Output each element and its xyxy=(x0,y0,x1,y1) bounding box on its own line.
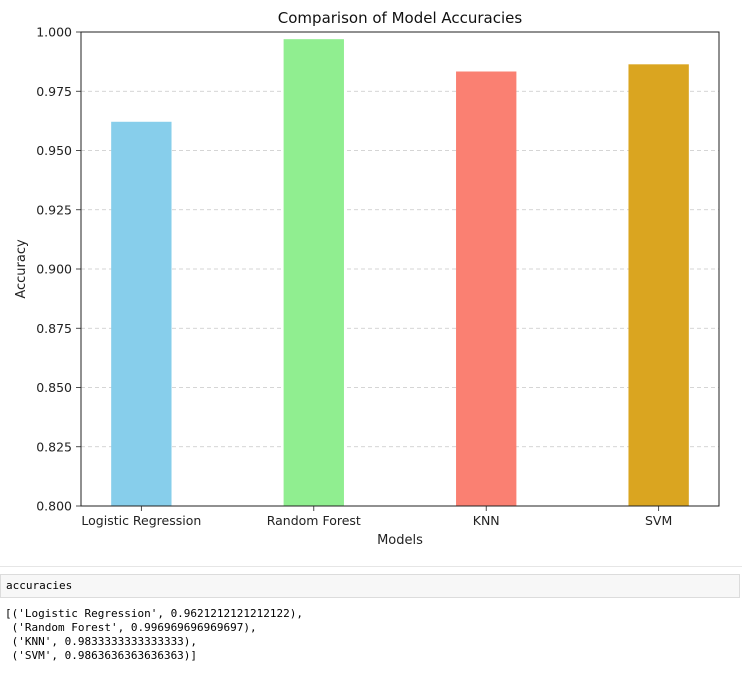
output-line: ('Random Forest', 0.996969696969697), xyxy=(5,621,257,634)
x-axis-label: Models xyxy=(377,533,423,548)
bar-chart: Comparison of Model Accuracies 0.800 0.82… xyxy=(14,9,720,548)
cell-divider xyxy=(0,566,742,567)
y-tick-label: 0.825 xyxy=(36,439,72,454)
cell-output: [('Logistic Regression', 0.9621212121212… xyxy=(5,607,303,663)
y-tick-label: 0.850 xyxy=(36,380,72,395)
bar xyxy=(111,121,172,506)
bar-group xyxy=(111,39,689,507)
output-line: [('Logistic Regression', 0.9621212121212… xyxy=(5,607,304,620)
y-tick-label: 1.000 xyxy=(36,25,72,40)
code-input-text[interactable]: accuracies xyxy=(6,579,73,592)
y-tick-label: 0.975 xyxy=(36,84,72,99)
bar xyxy=(628,64,689,507)
y-tick-label: 0.925 xyxy=(36,202,72,217)
x-ticks: Logistic Regression Random Forest KNN SVM xyxy=(81,506,672,528)
code-input-cell[interactable]: accuracies xyxy=(0,574,740,598)
bar xyxy=(456,71,517,506)
output-line: ('SVM', 0.9863636363636363)] xyxy=(5,649,198,662)
y-tick-label: 0.900 xyxy=(36,262,72,277)
y-tick-label: 0.950 xyxy=(36,143,72,158)
grid-lines xyxy=(81,90,719,448)
chart-title: Comparison of Model Accuracies xyxy=(278,9,523,27)
x-tick-label: SVM xyxy=(645,513,672,528)
y-tick-label: 0.800 xyxy=(36,499,72,514)
x-tick-label: Random Forest xyxy=(267,513,361,528)
chart-svg: Comparison of Model Accuracies 0.800 0.82… xyxy=(14,9,720,548)
bar xyxy=(283,39,344,506)
y-axis-label: Accuracy xyxy=(14,239,29,299)
x-tick-label: Logistic Regression xyxy=(81,513,201,528)
y-ticks: 0.800 0.825 0.850 0.875 0.900 0.925 0.950 0.975… xyxy=(36,25,81,514)
x-tick-label: KNN xyxy=(473,513,500,528)
y-tick-label: 0.875 xyxy=(36,321,72,336)
output-line: ('KNN', 0.9833333333333333), xyxy=(5,635,198,648)
